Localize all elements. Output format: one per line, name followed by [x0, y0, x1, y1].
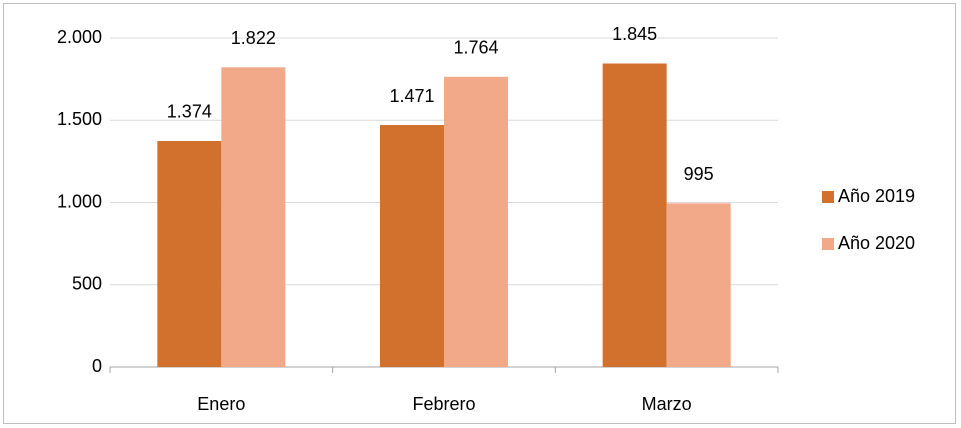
- legend-label: Año 2019: [838, 186, 915, 206]
- x-tick-label: Enero: [197, 394, 245, 414]
- bar: [666, 203, 731, 367]
- y-tick-label: 1.500: [57, 109, 102, 129]
- data-label: 1.845: [612, 24, 657, 44]
- data-label: 1.374: [167, 102, 212, 122]
- data-label: 1.471: [389, 86, 434, 106]
- y-tick-label: 2.000: [57, 27, 102, 47]
- data-label: 1.822: [231, 28, 276, 48]
- y-tick-label: 1.000: [57, 191, 102, 211]
- x-tick-label: Febrero: [412, 394, 475, 414]
- data-label: 995: [684, 164, 714, 184]
- legend-swatch: [822, 238, 834, 250]
- legend-label: Año 2020: [838, 233, 915, 253]
- bar: [221, 67, 286, 367]
- x-tick-label: Marzo: [642, 394, 692, 414]
- legend-swatch: [822, 191, 834, 203]
- bar: [157, 140, 222, 367]
- data-label: 1.764: [453, 38, 498, 58]
- y-tick-label: 500: [72, 274, 102, 294]
- bar: [444, 76, 508, 368]
- bar: [380, 125, 444, 367]
- bar: [602, 63, 667, 368]
- y-tick-label: 0: [92, 356, 102, 376]
